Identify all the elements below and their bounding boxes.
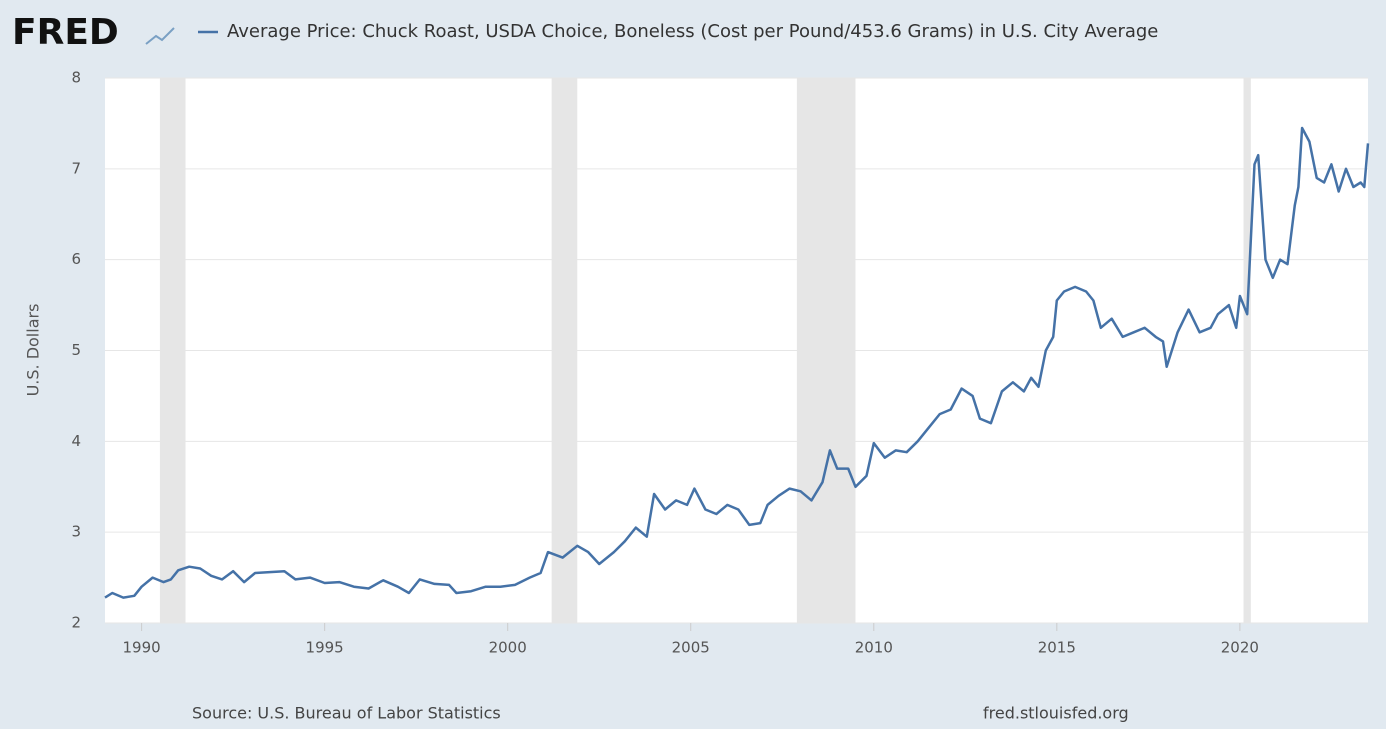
y-tick-label: 8 — [71, 69, 81, 87]
legend-label: Average Price: Chuck Roast, USDA Choice,… — [227, 21, 1158, 42]
y-tick-label: 2 — [71, 614, 81, 632]
site-url: fred.stlouisfed.org — [983, 704, 1129, 723]
y-axis-label: U.S. Dollars — [24, 304, 43, 397]
x-tick-label: 2010 — [855, 639, 893, 657]
x-tick-label: 2000 — [489, 639, 527, 657]
logo: FRED — [12, 12, 119, 53]
y-tick-label: 6 — [71, 250, 81, 268]
x-tick-label: 1995 — [306, 639, 344, 657]
x-tick-label: 2020 — [1221, 639, 1259, 657]
y-tick-label: 3 — [71, 523, 81, 541]
y-tick-label: 5 — [71, 341, 81, 359]
y-tick-label: 7 — [71, 159, 81, 177]
y-tick-label: 4 — [71, 432, 81, 450]
x-tick-label: 2015 — [1038, 639, 1076, 657]
x-tick-label: 1990 — [123, 639, 161, 657]
source: Source: U.S. Bureau of Labor Statistics — [192, 704, 501, 723]
logo-icon — [145, 27, 175, 45]
x-tick-label: 2005 — [672, 639, 710, 657]
data-line — [104, 126, 1370, 599]
